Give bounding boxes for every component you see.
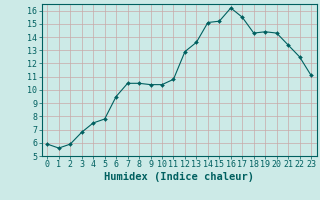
X-axis label: Humidex (Indice chaleur): Humidex (Indice chaleur): [104, 172, 254, 182]
